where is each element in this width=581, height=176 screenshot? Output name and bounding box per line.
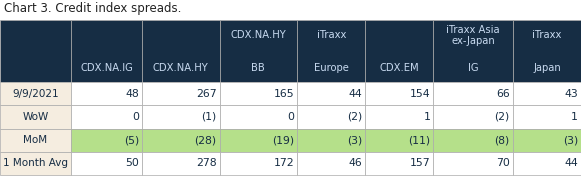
Text: 1: 1 xyxy=(424,112,431,122)
Text: 154: 154 xyxy=(410,89,431,99)
Text: 44: 44 xyxy=(349,89,363,99)
Bar xyxy=(433,152,513,175)
Text: 157: 157 xyxy=(410,158,431,168)
Text: 50: 50 xyxy=(125,158,139,168)
Bar xyxy=(0,152,71,175)
Bar xyxy=(365,152,433,175)
Text: (3): (3) xyxy=(347,135,363,145)
Text: (11): (11) xyxy=(408,135,431,145)
Text: Chart 3. Credit index spreads.: Chart 3. Credit index spreads. xyxy=(4,2,181,15)
Text: (5): (5) xyxy=(124,135,139,145)
Text: 70: 70 xyxy=(496,158,510,168)
Bar xyxy=(142,128,220,152)
Text: (2): (2) xyxy=(494,112,510,122)
Bar xyxy=(71,82,142,105)
Bar xyxy=(71,20,142,82)
Text: 43: 43 xyxy=(564,89,578,99)
Bar xyxy=(433,128,513,152)
Text: 165: 165 xyxy=(274,89,294,99)
Text: Japan: Japan xyxy=(533,63,561,73)
Bar xyxy=(297,105,365,128)
Bar xyxy=(297,20,365,82)
Bar xyxy=(0,82,71,105)
Bar xyxy=(220,82,297,105)
Text: 9/9/2021: 9/9/2021 xyxy=(12,89,59,99)
Text: (3): (3) xyxy=(563,135,578,145)
Bar xyxy=(0,128,71,152)
Text: 0: 0 xyxy=(287,112,294,122)
Bar xyxy=(513,128,581,152)
Bar xyxy=(0,20,71,82)
Bar xyxy=(71,128,142,152)
Bar xyxy=(433,82,513,105)
Bar xyxy=(142,82,220,105)
Text: CDX.EM: CDX.EM xyxy=(379,63,419,73)
Text: 46: 46 xyxy=(349,158,363,168)
Text: 267: 267 xyxy=(196,89,217,99)
Bar xyxy=(365,105,433,128)
Bar xyxy=(220,128,297,152)
Bar xyxy=(142,152,220,175)
Bar xyxy=(0,105,71,128)
Text: 1: 1 xyxy=(571,112,578,122)
Bar xyxy=(513,20,581,82)
Bar xyxy=(220,152,297,175)
Bar xyxy=(513,82,581,105)
Text: iTraxx: iTraxx xyxy=(317,30,346,40)
Bar xyxy=(513,152,581,175)
Text: IG: IG xyxy=(468,63,478,73)
Text: (2): (2) xyxy=(347,112,363,122)
Bar xyxy=(142,105,220,128)
Bar xyxy=(220,105,297,128)
Text: MoM: MoM xyxy=(23,135,48,145)
Bar xyxy=(365,128,433,152)
Text: 48: 48 xyxy=(125,89,139,99)
Text: BB: BB xyxy=(252,63,265,73)
Bar xyxy=(365,20,433,82)
Text: iTraxx Asia
ex-Japan: iTraxx Asia ex-Japan xyxy=(446,25,500,46)
Bar xyxy=(433,20,513,82)
Text: CDX.NA.HY: CDX.NA.HY xyxy=(153,63,209,73)
Bar xyxy=(365,82,433,105)
Text: 172: 172 xyxy=(274,158,294,168)
Bar xyxy=(297,152,365,175)
Text: (19): (19) xyxy=(272,135,294,145)
Text: 66: 66 xyxy=(496,89,510,99)
Text: Europe: Europe xyxy=(314,63,349,73)
Bar xyxy=(142,20,220,82)
Bar xyxy=(71,152,142,175)
Bar xyxy=(297,128,365,152)
Bar xyxy=(71,105,142,128)
Bar xyxy=(433,105,513,128)
Bar xyxy=(220,20,297,82)
Text: 278: 278 xyxy=(196,158,217,168)
Text: 1 Month Avg: 1 Month Avg xyxy=(3,158,68,168)
Text: (28): (28) xyxy=(195,135,217,145)
Text: WoW: WoW xyxy=(22,112,49,122)
Text: 0: 0 xyxy=(132,112,139,122)
Text: (1): (1) xyxy=(201,112,217,122)
Bar xyxy=(297,82,365,105)
Text: iTraxx: iTraxx xyxy=(532,30,562,40)
Bar xyxy=(513,105,581,128)
Text: 44: 44 xyxy=(564,158,578,168)
Text: CDX.NA.IG: CDX.NA.IG xyxy=(80,63,133,73)
Text: (8): (8) xyxy=(494,135,510,145)
Text: CDX.NA.HY: CDX.NA.HY xyxy=(231,30,286,40)
